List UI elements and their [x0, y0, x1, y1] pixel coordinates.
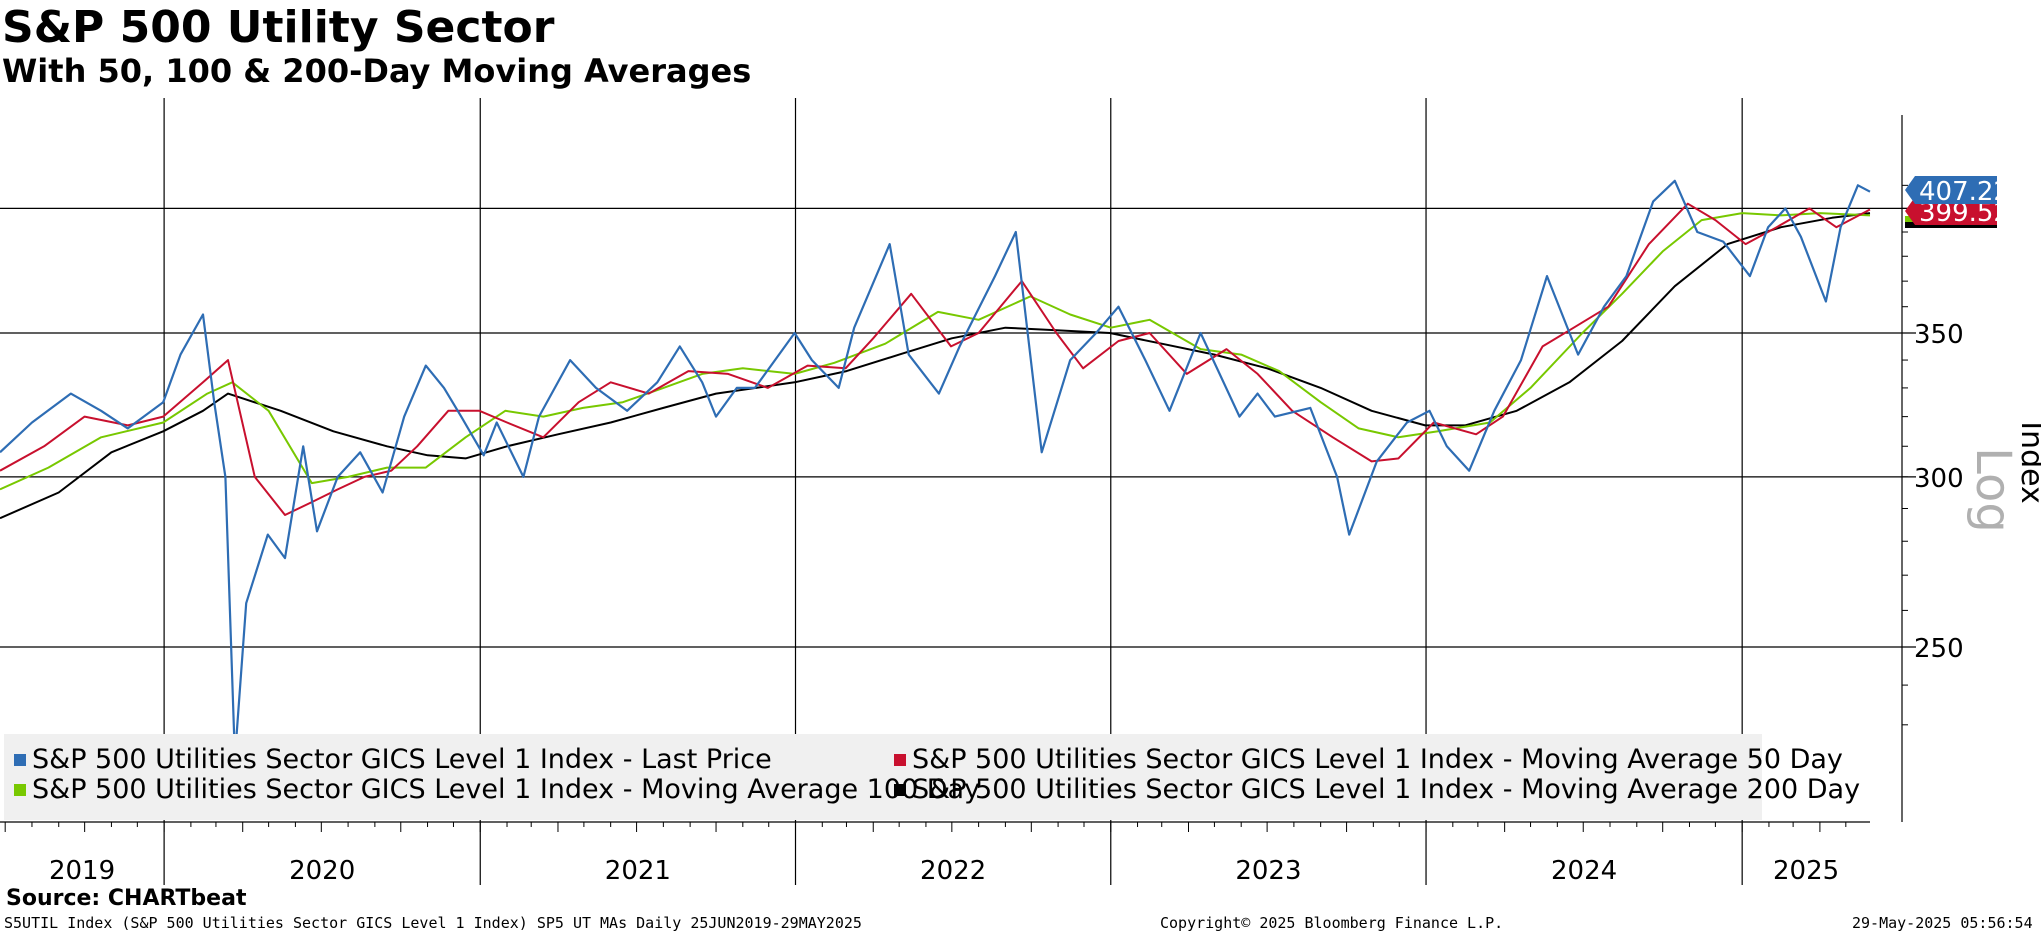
- chart-title: S&P 500 Utility Sector: [2, 2, 555, 53]
- series-ma50: [0, 202, 1871, 516]
- legend-label: S&P 500 Utilities Sector GICS Level 1 In…: [32, 744, 772, 775]
- x-tick-label: 2020: [289, 856, 355, 886]
- legend-item-ma100: S&P 500 Utilities Sector GICS Level 1 In…: [14, 774, 980, 805]
- y-tick-label: 250: [1914, 634, 1964, 664]
- chart-subtitle: With 50, 100 & 200-Day Moving Averages: [2, 52, 752, 90]
- legend-label: S&P 500 Utilities Sector GICS Level 1 In…: [912, 774, 1861, 805]
- legend-label: S&P 500 Utilities Sector GICS Level 1 In…: [912, 744, 1843, 775]
- x-tick-label: 2024: [1551, 856, 1617, 886]
- x-tick-label: 2025: [1773, 856, 1839, 886]
- y-axis-name: Index: [2013, 421, 2041, 504]
- source-label: Source: CHARTbeat: [6, 886, 247, 911]
- legend-swatch: [14, 783, 26, 796]
- legend-swatch: [894, 753, 906, 766]
- series-ma100: [0, 212, 1871, 491]
- legend: S&P 500 Utilities Sector GICS Level 1 In…: [4, 734, 1860, 820]
- x-tick-label: 2019: [49, 856, 115, 886]
- y-tick-label: 300: [1914, 464, 1964, 494]
- legend-swatch: [894, 783, 906, 796]
- legend-item-ma200: S&P 500 Utilities Sector GICS Level 1 In…: [894, 774, 1860, 805]
- x-tick-label: 2023: [1235, 856, 1301, 886]
- last-price-badge-text: 407.22: [1919, 177, 2010, 207]
- last-price-badge-shape: [1905, 176, 1997, 204]
- series-last-price: [0, 179, 1871, 759]
- legend-label: S&P 500 Utilities Sector GICS Level 1 In…: [32, 774, 981, 805]
- x-tick-label: 2021: [605, 856, 671, 886]
- x-tick-label: 2022: [920, 856, 986, 886]
- timestamp: 29-May-2025 05:56:54: [1852, 914, 2033, 932]
- legend-item-last-price: S&P 500 Utilities Sector GICS Level 1 In…: [14, 744, 772, 775]
- legend-swatch: [14, 753, 26, 766]
- series-ma200: [0, 212, 1871, 520]
- ticker-info: S5UTIL Index (S&P 500 Utilities Sector G…: [4, 914, 862, 932]
- log-scale-label: Log: [1964, 447, 2021, 533]
- copyright: Copyright© 2025 Bloomberg Finance L.P.: [1160, 914, 1504, 932]
- legend-item-ma50: S&P 500 Utilities Sector GICS Level 1 In…: [894, 744, 1843, 775]
- last-price-badge: 407.22: [1905, 176, 2010, 207]
- y-tick-label: 350: [1914, 320, 1964, 350]
